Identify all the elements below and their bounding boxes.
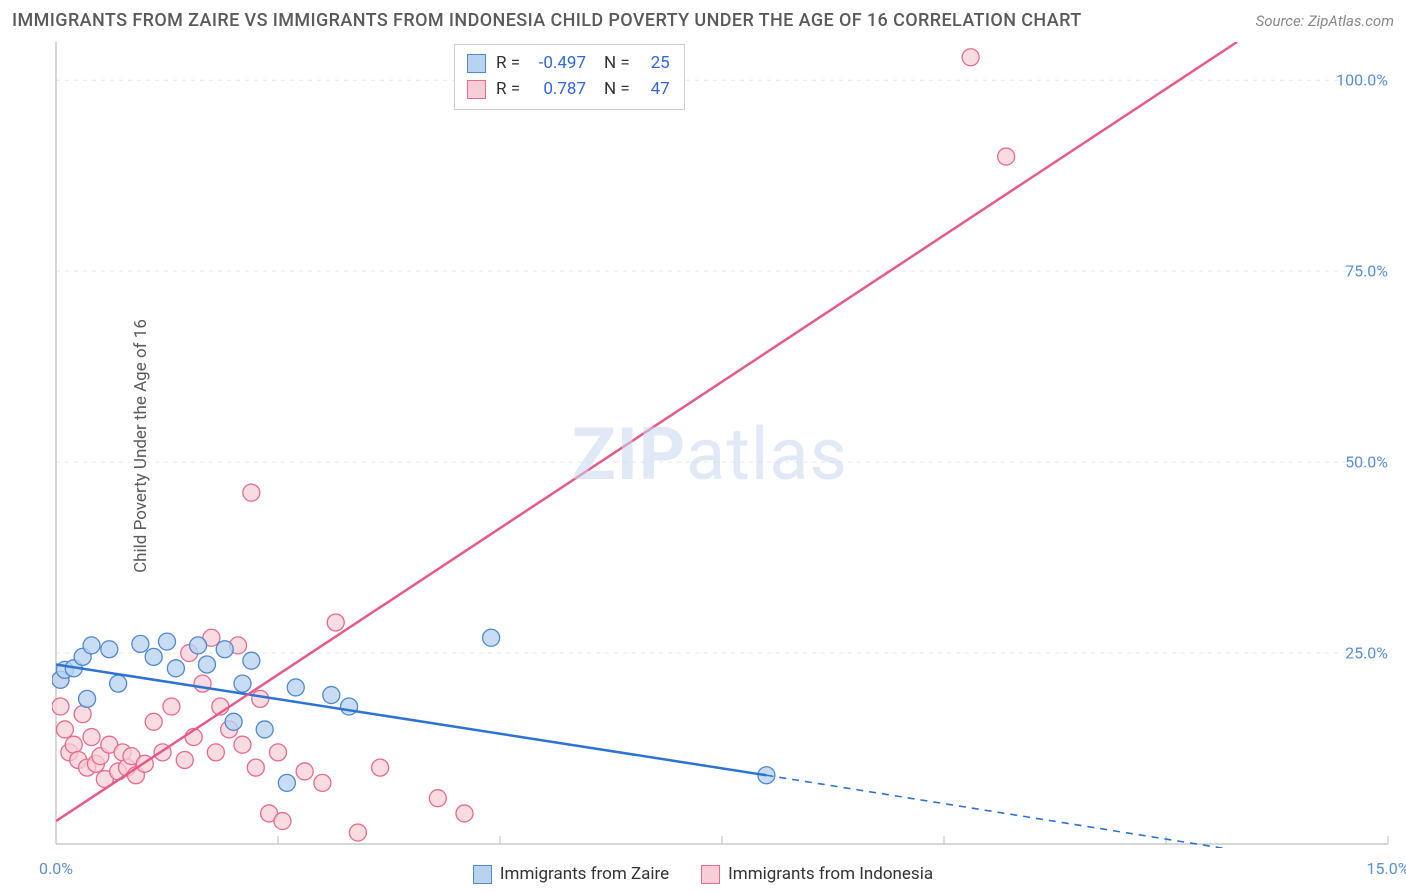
r-value: 0.787 xyxy=(530,77,586,103)
r-value: -0.497 xyxy=(530,51,586,77)
source-attribution: Source: ZipAtlas.com xyxy=(1256,12,1394,30)
legend-label: Immigrants from Zaire xyxy=(500,864,669,884)
legend-label: Immigrants from Indonesia xyxy=(728,864,933,884)
scatter-chart-svg xyxy=(52,42,1392,848)
correlation-stats-box: R = -0.497 N = 25 R = 0.787 N = 47 xyxy=(454,44,685,110)
n-label: N = xyxy=(604,77,630,103)
legend: Immigrants from Zaire Immigrants from In… xyxy=(0,864,1406,884)
chart-plot-area: ZIPatlas R = -0.497 N = 25 R = 0.787 N =… xyxy=(52,42,1392,848)
stats-row-indonesia: R = 0.787 N = 47 xyxy=(467,77,670,103)
swatch-icon xyxy=(467,54,486,73)
r-label: R = xyxy=(496,77,520,103)
stats-row-zaire: R = -0.497 N = 25 xyxy=(467,51,670,77)
swatch-icon xyxy=(701,865,720,884)
y-tick-label: 25.0% xyxy=(1345,644,1388,663)
y-tick-label: 100.0% xyxy=(1336,71,1388,90)
n-value: 25 xyxy=(640,51,670,77)
swatch-icon xyxy=(473,865,492,884)
legend-item-indonesia: Immigrants from Indonesia xyxy=(701,864,933,884)
legend-item-zaire: Immigrants from Zaire xyxy=(473,864,669,884)
header: IMMIGRANTS FROM ZAIRE VS IMMIGRANTS FROM… xyxy=(12,10,1394,31)
n-label: N = xyxy=(604,51,630,77)
y-tick-label: 75.0% xyxy=(1345,262,1388,281)
swatch-icon xyxy=(467,80,486,99)
r-label: R = xyxy=(496,51,520,77)
y-tick-label: 50.0% xyxy=(1345,453,1388,472)
chart-title: IMMIGRANTS FROM ZAIRE VS IMMIGRANTS FROM… xyxy=(12,10,1082,31)
n-value: 47 xyxy=(640,77,670,103)
